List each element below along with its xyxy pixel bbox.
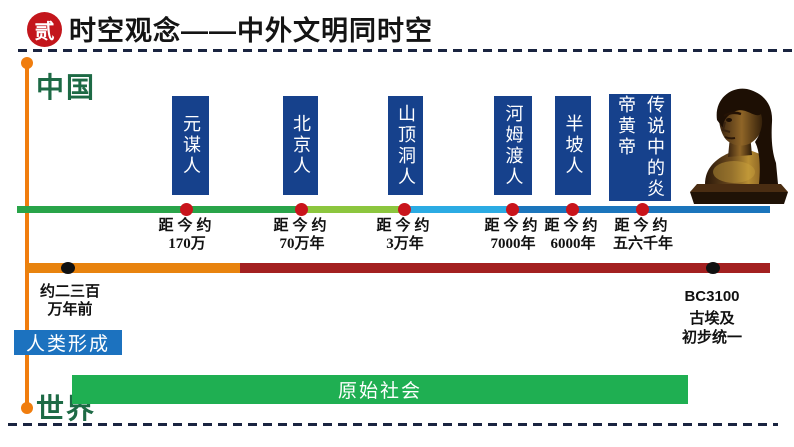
bust-base	[690, 192, 788, 204]
section-number-badge: 贰	[27, 12, 62, 47]
footer-divider	[8, 423, 778, 426]
bust-torso	[705, 151, 775, 184]
era-box-peking: 北京人	[283, 96, 318, 195]
era-date-note: 距今约 170万	[158, 218, 216, 252]
timeline-dot-yuanmou	[180, 203, 193, 216]
china-timeline-seg-neolithic-early	[405, 206, 513, 213]
era-label: 北京人	[291, 114, 311, 177]
egypt-note: 古埃及 初步统一	[681, 311, 742, 346]
timeline-dot-banpo	[566, 203, 579, 216]
era-date-note: 距今约 五六千年	[612, 218, 673, 252]
era-label: 元谋人	[181, 114, 201, 177]
era-date-note: 距今约 6000年	[544, 218, 602, 252]
era-box-yuanmou: 元谋人	[172, 96, 209, 195]
china-timeline-seg-paleolithic-late	[302, 206, 405, 213]
world-timeline-seg-orange	[26, 263, 240, 273]
era-box-banpo: 半坡人	[555, 96, 591, 195]
era-date-note: 距今约 3万年	[376, 218, 434, 252]
era-label: 山顶洞人	[396, 103, 416, 188]
world-timeline-seg-darkred	[240, 263, 770, 273]
era-label: 传说中的炎帝黄帝	[616, 94, 665, 200]
timeline-dot-hemudu	[506, 203, 519, 216]
timeline-dot-yanhuang	[636, 203, 649, 216]
era-date-note: 距今约 7000年	[484, 218, 542, 252]
world-dot-egypt	[706, 262, 720, 274]
bust-eye	[726, 118, 732, 122]
era-box-yanhuang: 传说中的炎帝黄帝	[609, 94, 671, 201]
header-divider	[18, 49, 794, 52]
timeline-dot-peking	[295, 203, 308, 216]
era-label: 半坡人	[563, 114, 584, 177]
vertical-axis	[25, 62, 29, 408]
bust-base-top	[690, 184, 788, 192]
primitive-society-band: 原始社会	[72, 375, 688, 404]
peking-man-bust-image	[690, 88, 788, 204]
bust-chest-highlight	[713, 161, 755, 183]
axis-bottom-dot	[21, 402, 33, 414]
bust-brow	[723, 111, 742, 118]
bust-mouth	[724, 136, 736, 140]
china-timeline-seg-paleolithic-early	[17, 206, 302, 213]
bust-nose	[721, 121, 731, 133]
page-title: 时空观念——中外文明同时空	[69, 16, 433, 46]
era-label: 河姆渡人	[503, 103, 524, 188]
era-box-hemudu: 河姆渡人	[494, 96, 532, 195]
human-origin-note: 约二三百 万年前	[39, 284, 100, 318]
era-box-shandingdong: 山顶洞人	[388, 96, 423, 195]
axis-top-dot	[21, 57, 33, 69]
era-date-note: 距今约 70万年	[273, 218, 331, 252]
human-formation-band: 人类形成	[14, 330, 122, 355]
label-china: 中国	[36, 72, 97, 103]
egypt-year: BC3100	[684, 288, 740, 305]
timeline-dot-shandingdong	[398, 203, 411, 216]
world-dot-human-origin	[61, 262, 75, 274]
